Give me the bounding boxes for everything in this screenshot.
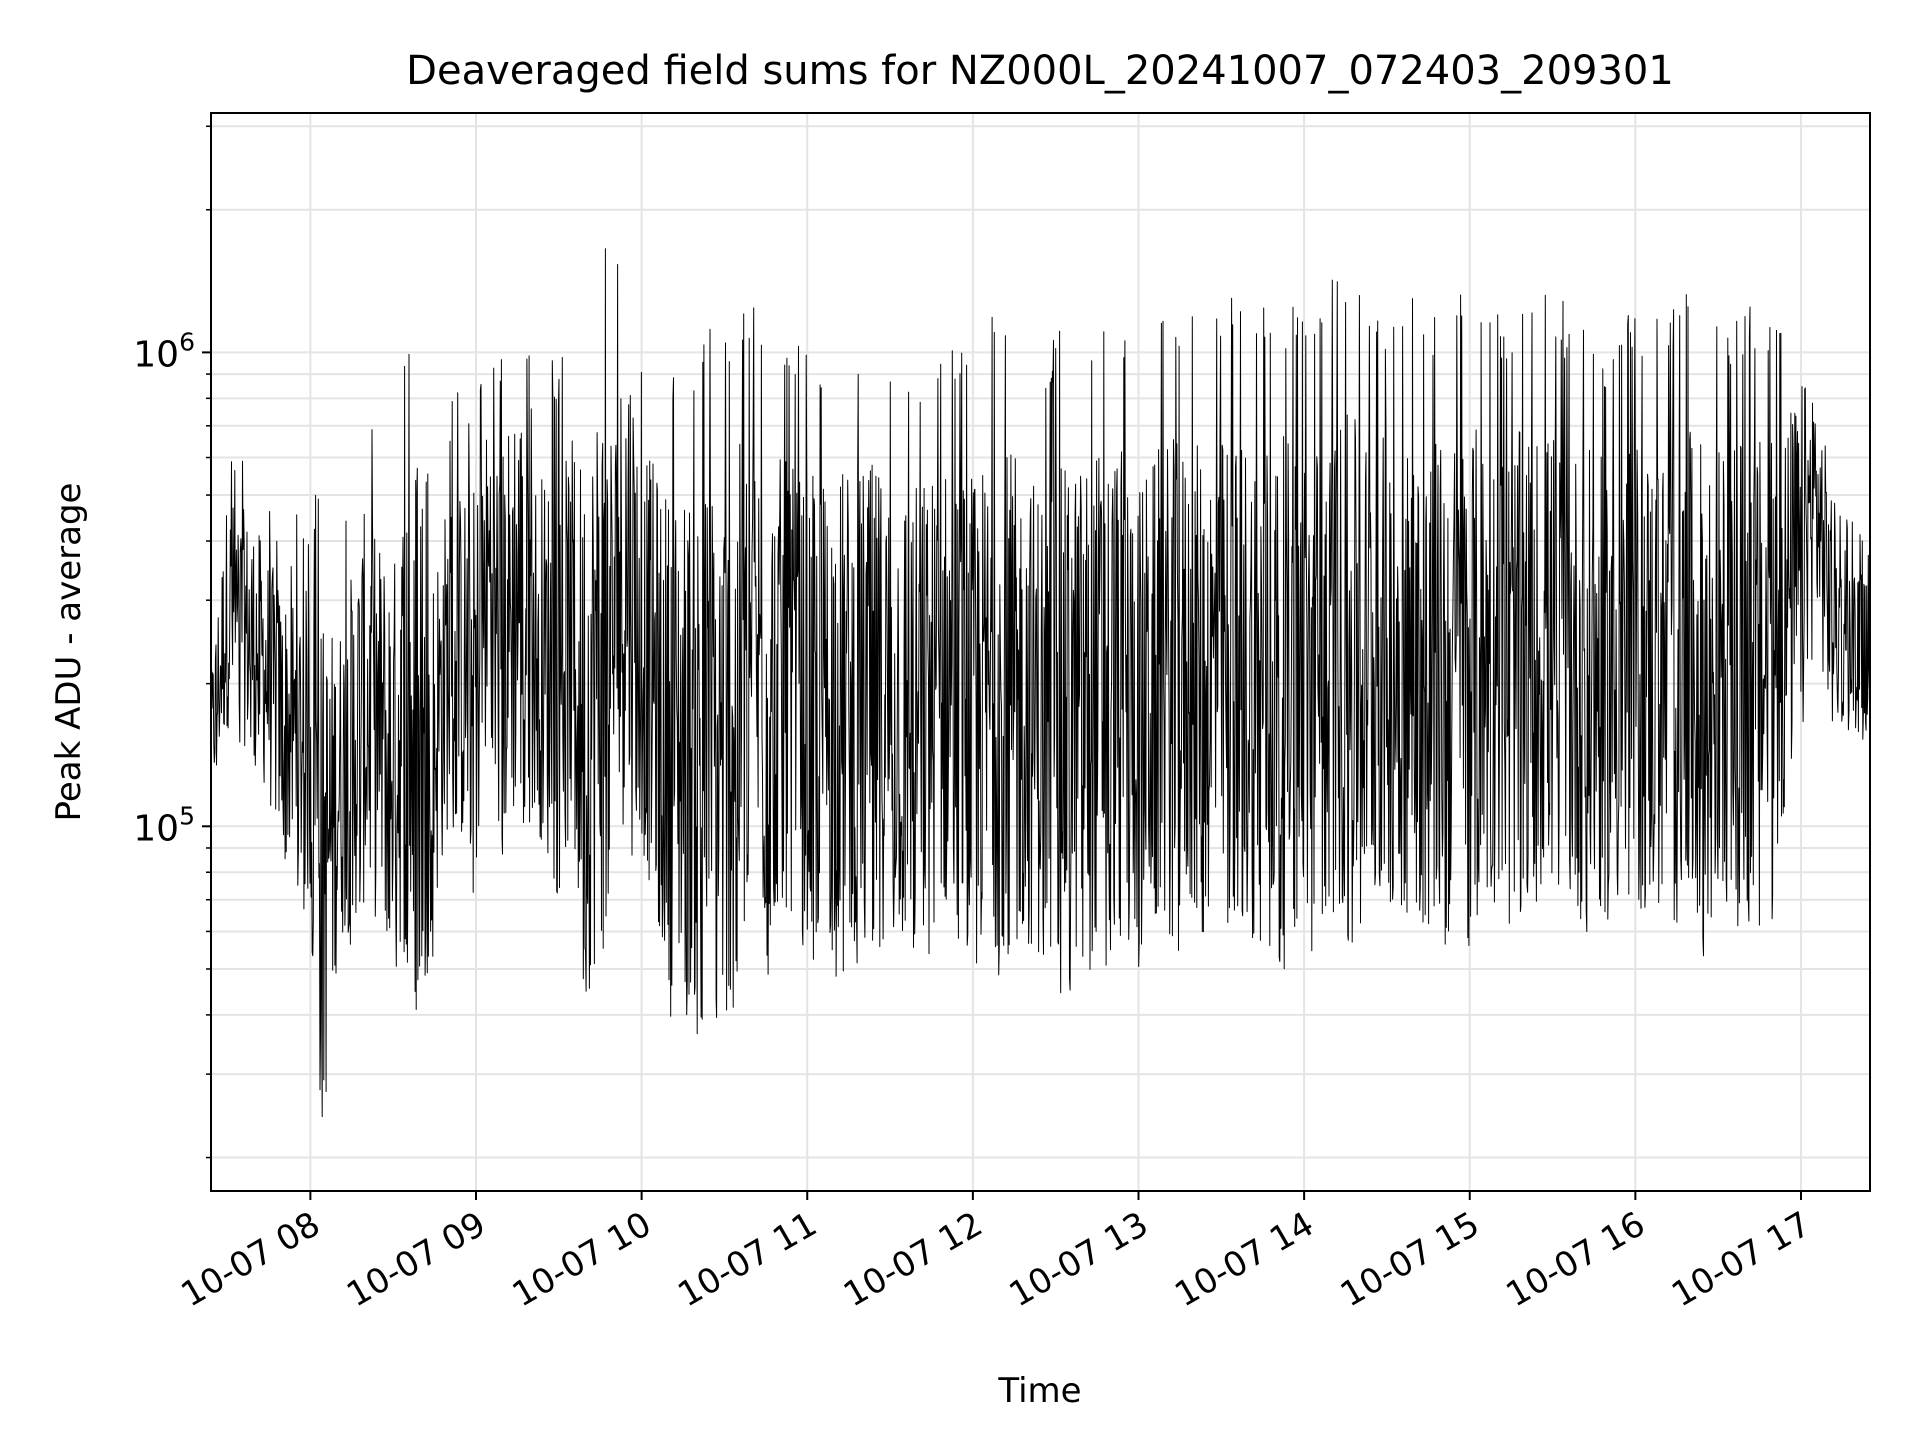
plot-frame	[210, 112, 1871, 1192]
y-tick-label: 106	[133, 327, 195, 375]
x-axis-label: Time	[997, 1371, 1081, 1411]
y-tick-label: 105	[133, 801, 195, 849]
series-line	[210, 248, 1871, 1118]
y-axis-label: Peak ADU - average	[49, 483, 89, 822]
chart-title: Deaveraged field sums for NZ000L_2024100…	[406, 48, 1674, 94]
